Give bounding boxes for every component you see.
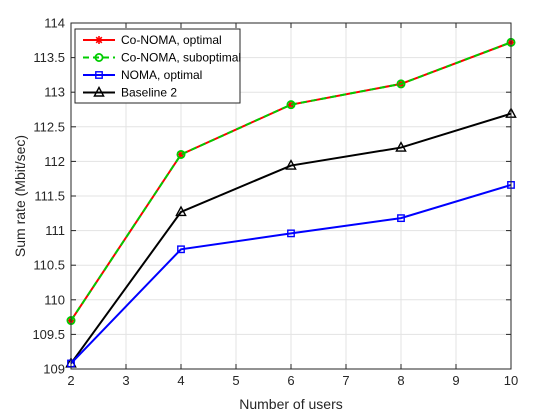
x-tick-label: 2: [67, 373, 74, 388]
y-tick-label: 110: [44, 292, 65, 307]
data-point: [93, 86, 105, 97]
y-tick-label: 109.5: [32, 327, 65, 342]
legend-entry: Co-NOMA, optimal: [83, 33, 222, 47]
y-axis-label: Sum rate (Mbit/sec): [12, 135, 28, 257]
y-tick-label: 111.5: [34, 189, 65, 204]
legend-entry: NOMA, optimal: [83, 68, 202, 82]
data-point: [176, 149, 186, 159]
x-axis-label: Number of users: [239, 396, 342, 412]
data-point: [395, 141, 407, 152]
x-tick-label: 3: [122, 373, 129, 388]
series-layer: [65, 37, 517, 368]
asterisk-stroke: [287, 101, 295, 109]
data-point: [397, 214, 405, 223]
y-tick-label: 109: [43, 362, 65, 377]
y-tick-label: 112: [44, 154, 65, 169]
legend-label: NOMA, optimal: [121, 68, 202, 82]
x-tick-label: 4: [177, 373, 184, 388]
legend: Co-NOMA, optimal Co-NOMA, suboptimal NOMA,…: [74, 28, 241, 104]
legend-entry: Co-NOMA, suboptimal: [83, 51, 241, 65]
x-tick-label: 8: [397, 373, 404, 388]
series-line: [70, 112, 512, 365]
series-line: [70, 183, 512, 365]
y-tick-label: 112.5: [33, 119, 65, 134]
asterisk-stroke: [95, 36, 103, 44]
legend-entry: Baseline 2: [83, 86, 177, 100]
legend-label: Baseline 2: [121, 86, 177, 100]
data-point: [177, 245, 185, 254]
data-point: [95, 36, 103, 44]
ticks: 2 3 4 5 6 7 8 9 10 109 109.5 110 110.5 111 111.5 112 112…: [32, 16, 518, 389]
y-tick-label: 111: [45, 223, 65, 238]
data-point: [175, 205, 187, 217]
y-tick-label: 113.5: [33, 50, 65, 65]
x-tick-label: 10: [504, 373, 518, 388]
series-line: [70, 41, 512, 322]
legend-label: Co-NOMA, suboptimal: [121, 51, 241, 65]
x-tick-label: 6: [287, 373, 294, 388]
y-tick-label: 113: [44, 85, 65, 100]
legend-label: Co-NOMA, optimal: [121, 33, 222, 47]
data-point: [285, 159, 297, 170]
legend-box: [74, 28, 241, 104]
data-point: [286, 100, 296, 110]
data-point: [95, 71, 103, 79]
y-tick-label: 114: [44, 16, 65, 31]
data-point: [94, 53, 104, 63]
x-tick-label: 5: [232, 373, 239, 388]
y-tick-label: 110.5: [33, 258, 65, 273]
data-point: [287, 229, 295, 238]
x-tick-label: 7: [342, 373, 349, 388]
data-point: [396, 79, 406, 89]
x-tick-label: 9: [452, 373, 459, 388]
